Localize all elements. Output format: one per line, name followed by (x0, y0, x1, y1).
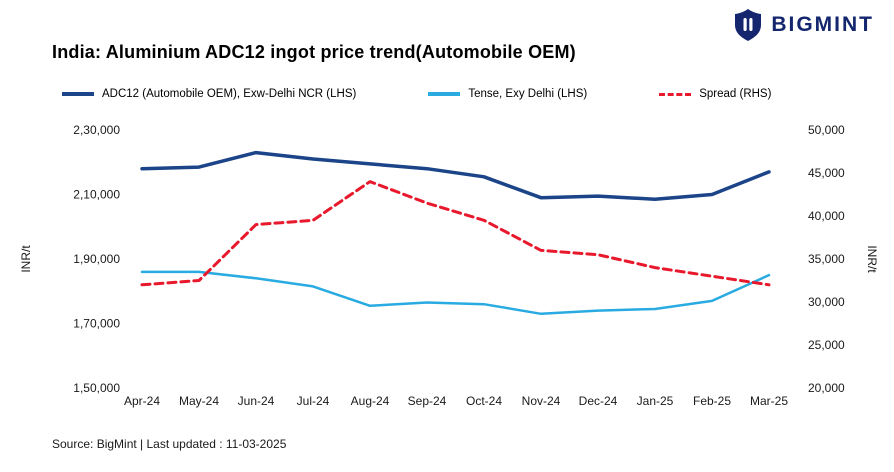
tense-line (140, 270, 771, 316)
x-axis-label: Sep-24 (408, 394, 447, 408)
x-axis-label: Jun-24 (238, 394, 275, 408)
left-axis-tick: 2,30,000 (73, 123, 120, 137)
legend-swatch (62, 92, 94, 96)
right-axis-tick: 30,000 (808, 295, 845, 309)
x-axis-label: Oct-24 (466, 394, 502, 408)
x-axis-label: Nov-24 (522, 394, 561, 408)
right-axis-tick: 20,000 (808, 381, 845, 395)
legend-item: Spread (RHS) (659, 88, 771, 100)
x-axis-label: Jul-24 (297, 394, 330, 408)
left-axis-tick: 1,70,000 (73, 317, 120, 331)
right-axis-tick: 35,000 (808, 252, 845, 266)
left-axis-tick: 1,90,000 (73, 252, 120, 266)
x-axis-label: Mar-25 (750, 394, 788, 408)
right-axis-tick: 40,000 (808, 209, 845, 223)
bigmint-logo-text: BIGMINT (771, 13, 874, 36)
source-note: Source: BigMint | Last updated : 11-03-2… (52, 437, 287, 451)
chart-title: India: Aluminium ADC12 ingot price trend… (52, 42, 576, 62)
left-axis-tick: 2,10,000 (73, 188, 120, 202)
right-axis-title: INR/t (865, 245, 879, 273)
bigmint-logo: BIGMINT (733, 8, 874, 42)
price-chart: 2,30,000 2,10,000 1,90,000 1,70,000 1,50,000… (19, 123, 879, 408)
legend-swatch (428, 92, 461, 96)
x-axis-label: Feb-25 (693, 394, 731, 408)
x-axis-label: Apr-24 (124, 394, 160, 408)
x-axis-label: Aug-24 (351, 394, 390, 408)
x-axis-label: May-24 (179, 394, 219, 408)
x-axis-label: Dec-24 (579, 394, 618, 408)
legend-swatch (659, 92, 692, 96)
legend-item: Tense, Exy Delhi (LHS) (428, 88, 587, 100)
adc12-line (140, 150, 771, 202)
right-axis-tick: 25,000 (808, 338, 845, 352)
legend-item: ADC12 (Automobile OEM), Exw-Delhi NCR (L… (62, 88, 356, 100)
legend-label: Tense, Exy Delhi (LHS) (468, 88, 588, 100)
left-axis-title: INR/t (19, 245, 33, 273)
legend-label: ADC12 (Automobile OEM), Exw-Delhi NCR (L… (102, 88, 357, 100)
right-axis-tick: 45,000 (808, 166, 845, 180)
legend: ADC12 (Automobile OEM), Exw-Delhi NCR (L… (62, 88, 771, 100)
bigmint-logo-icon (735, 9, 762, 41)
right-axis-tick: 50,000 (808, 123, 845, 137)
legend-label: Spread (RHS) (699, 88, 772, 100)
spread-line (140, 180, 771, 287)
left-axis-tick: 1,50,000 (73, 381, 120, 395)
x-axis-label: Jan-25 (637, 394, 674, 408)
